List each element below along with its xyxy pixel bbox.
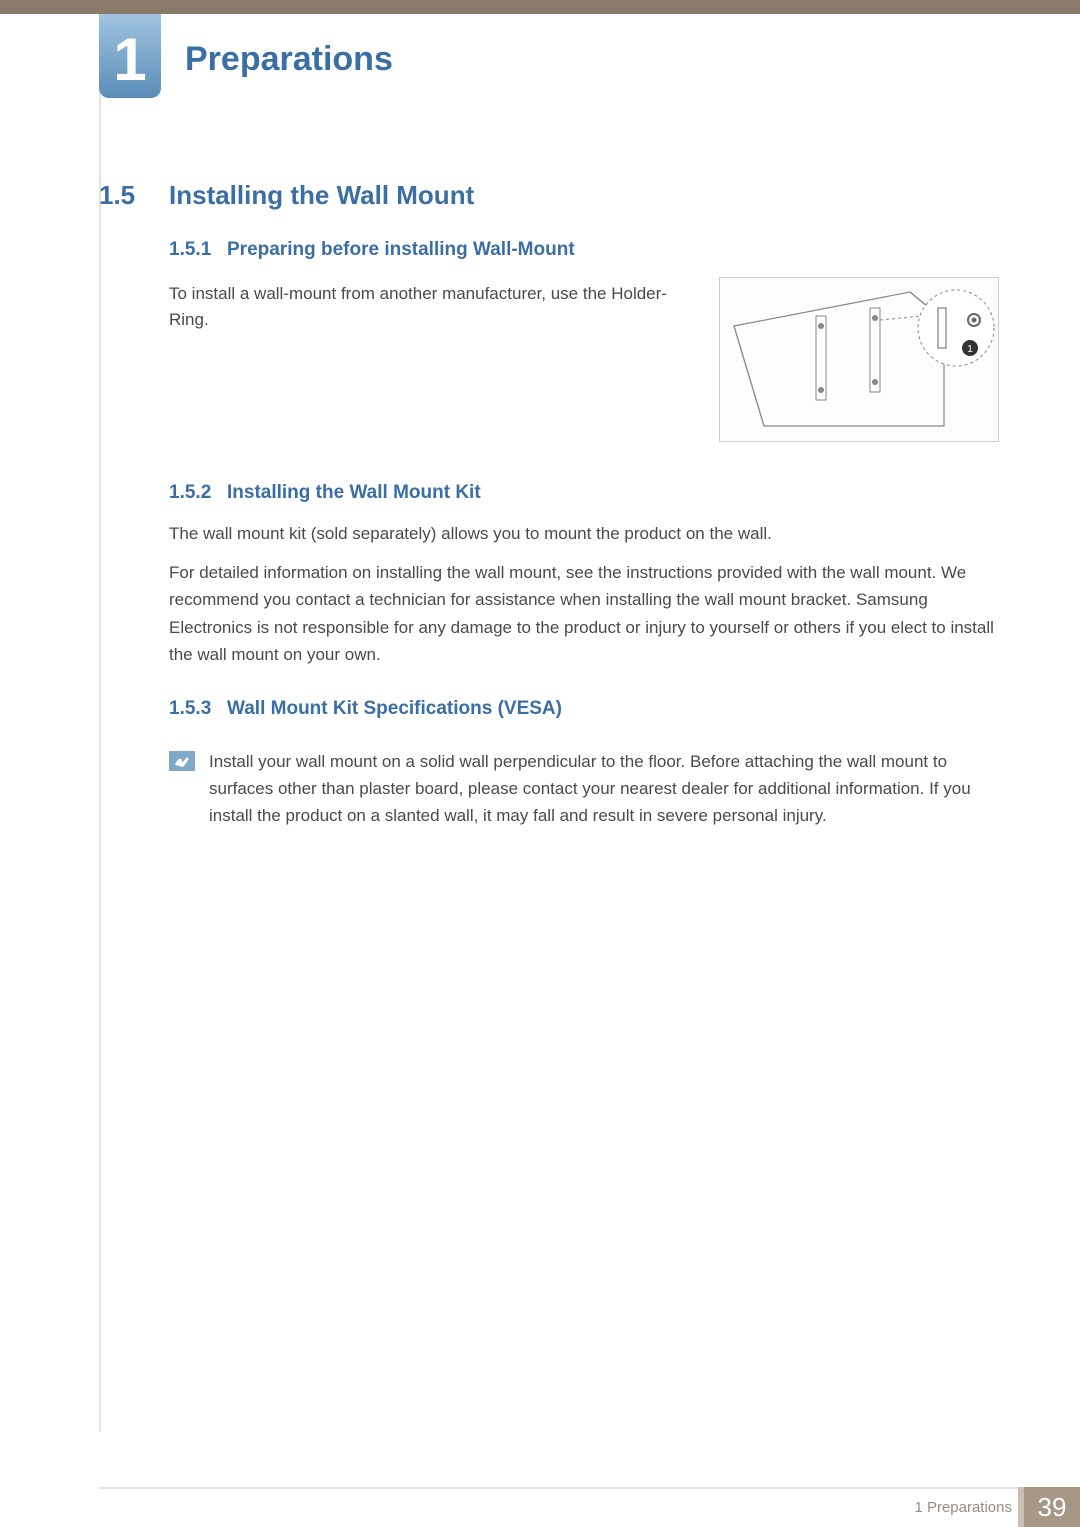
- subsection-title: Wall Mount Kit Specifications (VESA): [227, 698, 562, 720]
- body-paragraph: To install a wall-mount from another man…: [169, 277, 701, 334]
- wall-mount-diagram: 1: [719, 277, 999, 442]
- body-paragraph: For detailed information on installing t…: [169, 559, 999, 668]
- note-block: Install your wall mount on a solid wall …: [169, 748, 999, 830]
- top-bar: [0, 0, 1080, 14]
- chapter-title: Preparations: [185, 40, 393, 79]
- subsection-body: To install a wall-mount from another man…: [169, 277, 999, 442]
- body-paragraph: The wall mount kit (sold separately) all…: [169, 520, 999, 547]
- subsection-heading: 1.5.1 Preparing before installing Wall-M…: [169, 239, 999, 261]
- subsection-title: Installing the Wall Mount Kit: [227, 482, 481, 504]
- chapter-number-tab: 1: [99, 14, 161, 98]
- subsection-number: 1.5.1: [169, 239, 227, 261]
- page-footer: 1 Preparations 39: [0, 1487, 1080, 1527]
- page-number: 39: [1024, 1487, 1080, 1527]
- section-number: 1.5: [99, 180, 169, 211]
- section-heading: 1.5 Installing the Wall Mount: [99, 180, 999, 211]
- subsection-heading: 1.5.2 Installing the Wall Mount Kit: [169, 482, 999, 504]
- page-content: 1.5 Installing the Wall Mount 1.5.1 Prep…: [99, 180, 999, 830]
- subsection-title: Preparing before installing Wall-Mount: [227, 239, 575, 261]
- note-text: Install your wall mount on a solid wall …: [209, 748, 999, 830]
- subsection-number: 1.5.3: [169, 698, 227, 720]
- subsection-number: 1.5.2: [169, 482, 227, 504]
- subsection-heading: 1.5.3 Wall Mount Kit Specifications (VES…: [169, 698, 999, 720]
- section-title: Installing the Wall Mount: [169, 180, 474, 211]
- svg-text:1: 1: [967, 344, 973, 355]
- note-icon: [169, 751, 195, 771]
- footer-chapter-label: 1 Preparations: [914, 1487, 1012, 1527]
